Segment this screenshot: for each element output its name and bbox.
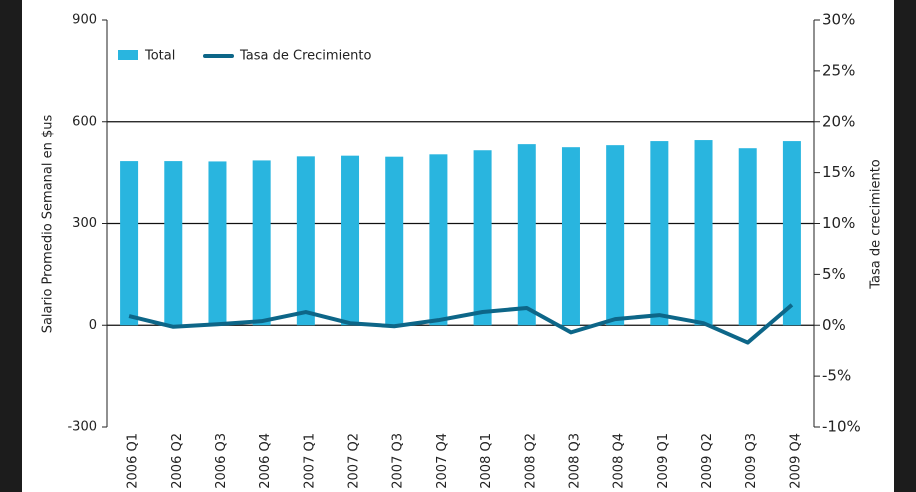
legend-label: Total xyxy=(144,49,175,64)
growth-line xyxy=(128,303,794,345)
bar xyxy=(296,156,315,326)
x-tick-label: 2008 Q2 xyxy=(523,433,538,489)
x-tick-label: 2007 Q1 xyxy=(302,433,317,489)
x-tick-label: 2006 Q4 xyxy=(258,433,273,489)
x-tick-label: 2008 Q1 xyxy=(479,433,494,489)
y2-tick-label: 25% xyxy=(822,61,855,79)
bar xyxy=(473,150,492,326)
y-tick-label: 0 xyxy=(89,318,97,333)
bar xyxy=(694,140,713,326)
x-tick-label: 2007 Q2 xyxy=(347,433,362,489)
legend-swatch xyxy=(118,50,138,60)
panel xyxy=(22,0,894,492)
bar xyxy=(385,156,404,326)
x-tick-label: 2006 Q1 xyxy=(126,433,141,489)
x-tick-label: 2009 Q4 xyxy=(788,433,803,489)
y-tick-label: -300 xyxy=(67,420,97,435)
bar xyxy=(738,148,757,326)
x-tick-label: 2009 Q1 xyxy=(656,433,671,489)
x-tick-label: 2006 Q2 xyxy=(170,433,185,489)
y-axis-label: Salario Promedio Semanal en $us xyxy=(41,114,56,333)
bar xyxy=(561,147,580,326)
x-tick-label: 2007 Q4 xyxy=(435,433,450,489)
bar xyxy=(341,155,360,326)
bar xyxy=(650,141,669,326)
bar xyxy=(782,141,801,326)
bar xyxy=(517,144,536,326)
y-tick-label: 600 xyxy=(72,114,97,129)
y2-axis-label: Tasa de crecimiento xyxy=(869,159,884,290)
y2-tick-label: 5% xyxy=(822,265,846,283)
y2-tick-label: 15% xyxy=(822,163,855,181)
y2-tick-label: 0% xyxy=(822,316,846,334)
bar xyxy=(252,160,271,326)
legend-label: Tasa de Crecimiento xyxy=(239,49,372,64)
x-tick-label: 2009 Q2 xyxy=(700,433,715,489)
y2-tick-label: 30% xyxy=(822,11,855,29)
bar xyxy=(208,161,227,326)
x-tick-label: 2007 Q3 xyxy=(391,433,406,489)
x-tick-label: 2008 Q4 xyxy=(612,433,627,489)
y2-tick-label: -5% xyxy=(822,367,851,385)
y2-tick-label: 10% xyxy=(822,214,855,232)
bar xyxy=(120,161,139,326)
y-tick-label: 300 xyxy=(72,216,97,231)
x-tick-label: 2009 Q3 xyxy=(744,433,759,489)
bar xyxy=(606,145,625,326)
y2-tick-label: -10% xyxy=(822,418,861,436)
bar xyxy=(164,161,183,326)
x-tick-label: 2006 Q3 xyxy=(214,433,229,489)
y-tick-label: 900 xyxy=(72,13,97,28)
bar xyxy=(429,154,448,326)
y2-tick-label: 20% xyxy=(822,112,855,130)
x-tick-label: 2008 Q3 xyxy=(567,433,582,489)
